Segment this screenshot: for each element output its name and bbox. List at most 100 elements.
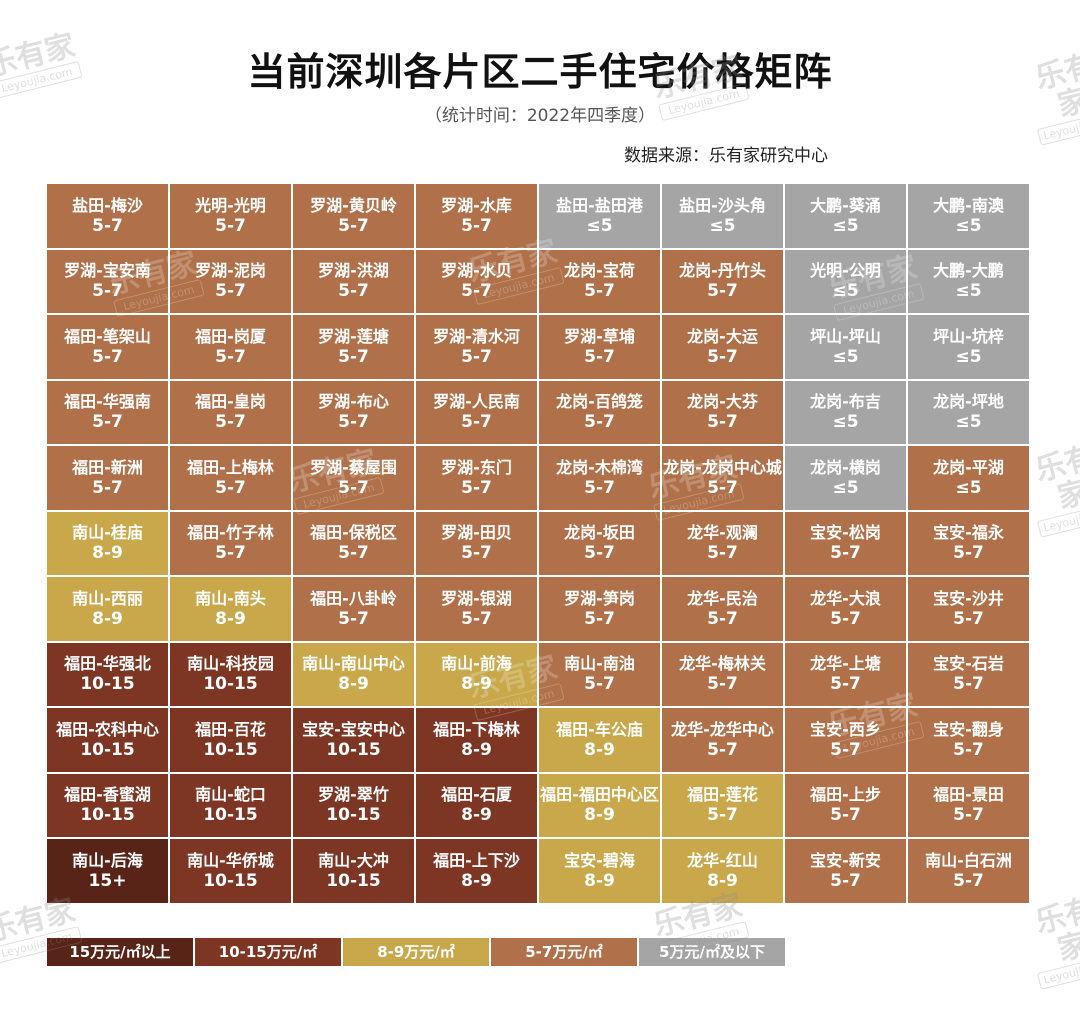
matrix-cell: 福田-皇岗 5-7 bbox=[170, 380, 293, 446]
district-name: 坪山-坪山 bbox=[810, 326, 881, 346]
district-name: 宝安-翻身 bbox=[933, 719, 1004, 739]
district-name: 宝安-宝安中心 bbox=[302, 719, 405, 739]
district-name: 南山-西丽 bbox=[72, 588, 143, 608]
matrix-cell: 福田-百花 10-15 bbox=[170, 708, 293, 774]
price-range: ≤5 bbox=[832, 215, 859, 236]
district-name: 罗湖-银湖 bbox=[441, 588, 512, 608]
district-name: 罗湖-笋岗 bbox=[564, 588, 635, 608]
district-name: 龙华-民治 bbox=[687, 588, 758, 608]
district-name: 福田-下梅林 bbox=[433, 719, 520, 739]
district-name: 罗湖-布心 bbox=[318, 392, 389, 412]
district-name: 宝安-西乡 bbox=[810, 719, 881, 739]
district-name: 大鹏-葵涌 bbox=[810, 195, 881, 215]
matrix-cell: 大鹏-大鹏 ≤5 bbox=[908, 249, 1031, 315]
price-range: 8-9 bbox=[92, 543, 123, 564]
price-range: ≤5 bbox=[955, 412, 982, 433]
price-range: ≤5 bbox=[832, 412, 859, 433]
matrix-cell: 龙岗-大芬 5-7 bbox=[662, 380, 785, 446]
district-name: 福田-车公庙 bbox=[556, 719, 643, 739]
district-name: 龙岗-宝荷 bbox=[564, 261, 635, 281]
district-name: 罗湖-田贝 bbox=[441, 523, 512, 543]
matrix-cell: 龙华-民治 5-7 bbox=[662, 577, 785, 643]
price-range: 5-7 bbox=[338, 477, 369, 498]
price-range: 5-7 bbox=[461, 608, 492, 629]
district-name: 南山-南油 bbox=[564, 654, 635, 674]
price-range: 5-7 bbox=[830, 870, 861, 891]
price-range: 5-7 bbox=[953, 674, 984, 695]
price-range: 5-7 bbox=[707, 477, 738, 498]
matrix-cell: 大鹏-葵涌 ≤5 bbox=[785, 184, 908, 250]
matrix-cell: 福田-华强南 5-7 bbox=[47, 380, 170, 446]
district-name: 南山-科技园 bbox=[187, 654, 274, 674]
price-range: 5-7 bbox=[92, 346, 123, 367]
price-range: 8-9 bbox=[338, 674, 369, 695]
matrix-cell: 福田-华强北 10-15 bbox=[47, 642, 170, 708]
price-range: 5-7 bbox=[92, 215, 123, 236]
district-name: 南山-白石洲 bbox=[925, 850, 1012, 870]
district-name: 宝安-新安 bbox=[810, 850, 881, 870]
district-name: 宝安-沙井 bbox=[933, 588, 1004, 608]
price-range: 5-7 bbox=[707, 805, 738, 826]
district-name: 宝安-松岗 bbox=[810, 523, 881, 543]
matrix-cell: 罗湖-笋岗 5-7 bbox=[539, 577, 662, 643]
legend-item: 15万元/㎡以上 bbox=[47, 938, 195, 966]
district-name: 福田-百花 bbox=[195, 719, 266, 739]
matrix-cell: 罗湖-水贝 5-7 bbox=[416, 249, 539, 315]
matrix-cell: 福田-景田 5-7 bbox=[908, 773, 1031, 839]
district-name: 龙华-观澜 bbox=[687, 523, 758, 543]
price-range: ≤5 bbox=[955, 215, 982, 236]
district-name: 龙华-龙华中心 bbox=[671, 719, 774, 739]
matrix-cell: 福田-车公庙 8-9 bbox=[539, 708, 662, 774]
matrix-cell: 宝安-松岗 5-7 bbox=[785, 511, 908, 577]
matrix-cell: 南山-前海 8-9 bbox=[416, 642, 539, 708]
price-range: 8-9 bbox=[92, 608, 123, 629]
matrix-cell: 龙华-龙华中心 5-7 bbox=[662, 708, 785, 774]
district-name: 龙岗-坂田 bbox=[564, 523, 635, 543]
district-name: 大鹏-南澳 bbox=[933, 195, 1004, 215]
matrix-cell: 龙华-大浪 5-7 bbox=[785, 577, 908, 643]
district-name: 龙岗-丹竹头 bbox=[679, 261, 766, 281]
matrix-cell: 福田-新洲 5-7 bbox=[47, 446, 170, 512]
price-range: 8-9 bbox=[584, 870, 615, 891]
district-name: 龙华-红山 bbox=[687, 850, 758, 870]
price-range: 5-7 bbox=[461, 412, 492, 433]
price-range: 5-7 bbox=[953, 608, 984, 629]
matrix-cell: 罗湖-草埔 5-7 bbox=[539, 315, 662, 381]
district-name: 罗湖-水库 bbox=[441, 195, 512, 215]
legend-item: 8-9万元/㎡ bbox=[343, 938, 491, 966]
matrix-cell: 龙华-红山 8-9 bbox=[662, 839, 785, 905]
district-name: 龙华-梅林关 bbox=[679, 654, 766, 674]
matrix-cell: 光明-光明 5-7 bbox=[170, 184, 293, 250]
price-range: 5-7 bbox=[461, 346, 492, 367]
matrix-cell: 福田-上下沙 8-9 bbox=[416, 839, 539, 905]
district-name: 福田-景田 bbox=[933, 785, 1004, 805]
district-name: 福田-福田中心区 bbox=[540, 785, 659, 805]
matrix-cell: 南山-南油 5-7 bbox=[539, 642, 662, 708]
matrix-cell: 宝安-福永 5-7 bbox=[908, 511, 1031, 577]
matrix-cell: 宝安-宝安中心 10-15 bbox=[293, 708, 416, 774]
district-name: 龙岗-坪地 bbox=[933, 392, 1004, 412]
district-name: 福田-华强南 bbox=[64, 392, 151, 412]
matrix-cell: 坪山-坪山 ≤5 bbox=[785, 315, 908, 381]
price-range: 5-7 bbox=[338, 215, 369, 236]
matrix-cell: 罗湖-翠竹 10-15 bbox=[293, 773, 416, 839]
district-name: 南山-桂庙 bbox=[72, 523, 143, 543]
district-name: 宝安-福永 bbox=[933, 523, 1004, 543]
matrix-cell: 南山-桂庙 8-9 bbox=[47, 511, 170, 577]
price-range: 8-9 bbox=[461, 870, 492, 891]
price-range: 5-7 bbox=[215, 346, 246, 367]
matrix-cell: 龙岗-木棉湾 5-7 bbox=[539, 446, 662, 512]
price-range: 5-7 bbox=[707, 346, 738, 367]
matrix-cell: 盐田-盐田港 ≤5 bbox=[539, 184, 662, 250]
price-range: 5-7 bbox=[584, 477, 615, 498]
district-name: 罗湖-清水河 bbox=[433, 326, 520, 346]
price-range: 5-7 bbox=[584, 674, 615, 695]
matrix-cell: 罗湖-布心 5-7 bbox=[293, 380, 416, 446]
chart-subtitle: （统计时间：2022年四季度） bbox=[424, 106, 656, 126]
matrix-cell: 福田-香蜜湖 10-15 bbox=[47, 773, 170, 839]
matrix-cell: 罗湖-莲塘 5-7 bbox=[293, 315, 416, 381]
district-name: 福田-笔架山 bbox=[64, 326, 151, 346]
matrix-cell: 宝安-沙井 5-7 bbox=[908, 577, 1031, 643]
price-range: 5-7 bbox=[584, 281, 615, 302]
district-name: 盐田-盐田港 bbox=[556, 195, 643, 215]
